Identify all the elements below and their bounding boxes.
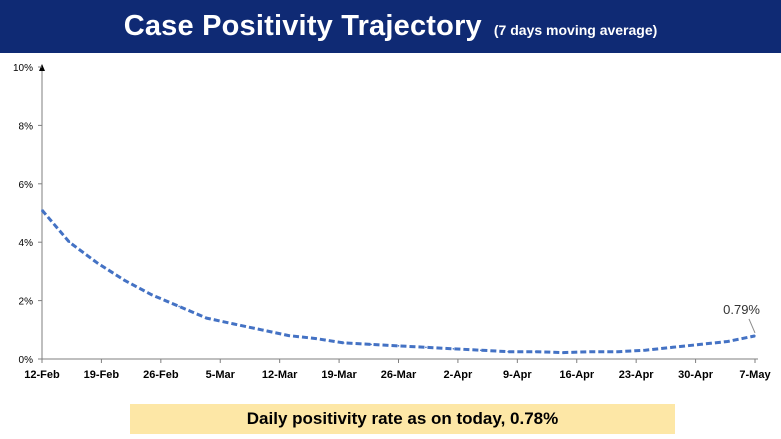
- x-axis-ticks: 12-Feb 19-Feb 26-Feb 5-Mar 12-Mar 19-Mar 26-Ma…: [24, 359, 771, 381]
- x-tick-label: 5-Mar: [206, 369, 236, 381]
- data-point: [425, 346, 427, 349]
- x-tick-label: 26-Mar: [381, 369, 417, 381]
- x-tick-label: 19-Mar: [321, 369, 357, 381]
- data-point: [96, 261, 98, 264]
- daily-positivity-callout: Daily positivity rate as on today, 0.78%: [130, 404, 675, 434]
- y-tick-label: 10%: [13, 63, 33, 74]
- y-tick-label: 4%: [19, 238, 34, 249]
- y-tick-label: 8%: [19, 121, 34, 132]
- x-tick-label: 12-Feb: [24, 369, 60, 381]
- chart-area: 0% 2% 4% 6% 8% 10% 12-Feb 19-Feb 26-Feb 5-Mar 12-…: [0, 53, 781, 439]
- x-tick-label: 7-May: [739, 369, 771, 381]
- x-tick-label: 19-Feb: [84, 369, 120, 381]
- x-tick-label: 12-Mar: [262, 369, 298, 381]
- data-point: [644, 349, 647, 352]
- chart-header: Case Positivity Trajectory (7 days movin…: [0, 0, 781, 53]
- data-point: [315, 337, 318, 340]
- data-point: [479, 349, 482, 352]
- data-point: [205, 317, 208, 319]
- data-point: [699, 343, 701, 346]
- chart-axes: [39, 64, 758, 360]
- data-point: [178, 305, 180, 308]
- data-point: [150, 293, 153, 296]
- chart-title: Case Positivity Trajectory: [123, 10, 482, 42]
- y-tick-label: 6%: [19, 180, 34, 191]
- value-annotation: 0.79%: [723, 302, 760, 317]
- x-tick-label: 2-Apr: [444, 369, 473, 381]
- data-point: [452, 347, 455, 350]
- data-point: [288, 334, 290, 337]
- data-point: [562, 351, 564, 354]
- data-point: [754, 335, 756, 337]
- data-point: [123, 279, 126, 281]
- data-point: [534, 350, 537, 353]
- y-axis-ticks: 0% 2% 4% 6% 8% 10%: [13, 63, 42, 366]
- data-point: [617, 350, 619, 353]
- data-point: [260, 329, 263, 331]
- data-point: [671, 346, 674, 349]
- data-point: [507, 350, 509, 353]
- data-point: [397, 345, 400, 347]
- annotation-layer: 0.79%: [723, 302, 760, 334]
- y-tick-label: 0%: [19, 355, 34, 366]
- x-tick-label: 26-Feb: [143, 369, 179, 381]
- x-tick-label: 16-Apr: [559, 369, 595, 381]
- line-chart: 0%2%4%6%8%10% 12-Feb 19-Feb 26-Feb 5-Mar 12-…: [13, 63, 771, 381]
- data-point: [726, 340, 729, 343]
- annotation-leader: [748, 318, 756, 334]
- chart-subtitle: (7 days moving average): [493, 21, 658, 38]
- series-line-0: [40, 209, 756, 355]
- data-point: [589, 350, 592, 353]
- series-layer: [40, 209, 756, 355]
- data-point: [342, 342, 345, 344]
- x-tick-label: 23-Apr: [619, 369, 655, 381]
- data-point: [41, 209, 43, 211]
- x-tick-label: 9-Apr: [503, 369, 532, 381]
- x-tick-label: 30-Apr: [678, 369, 714, 381]
- y-tick-label: 2%: [19, 297, 34, 308]
- data-point: [233, 323, 235, 325]
- data-point: [68, 241, 71, 243]
- data-point: [370, 343, 372, 346]
